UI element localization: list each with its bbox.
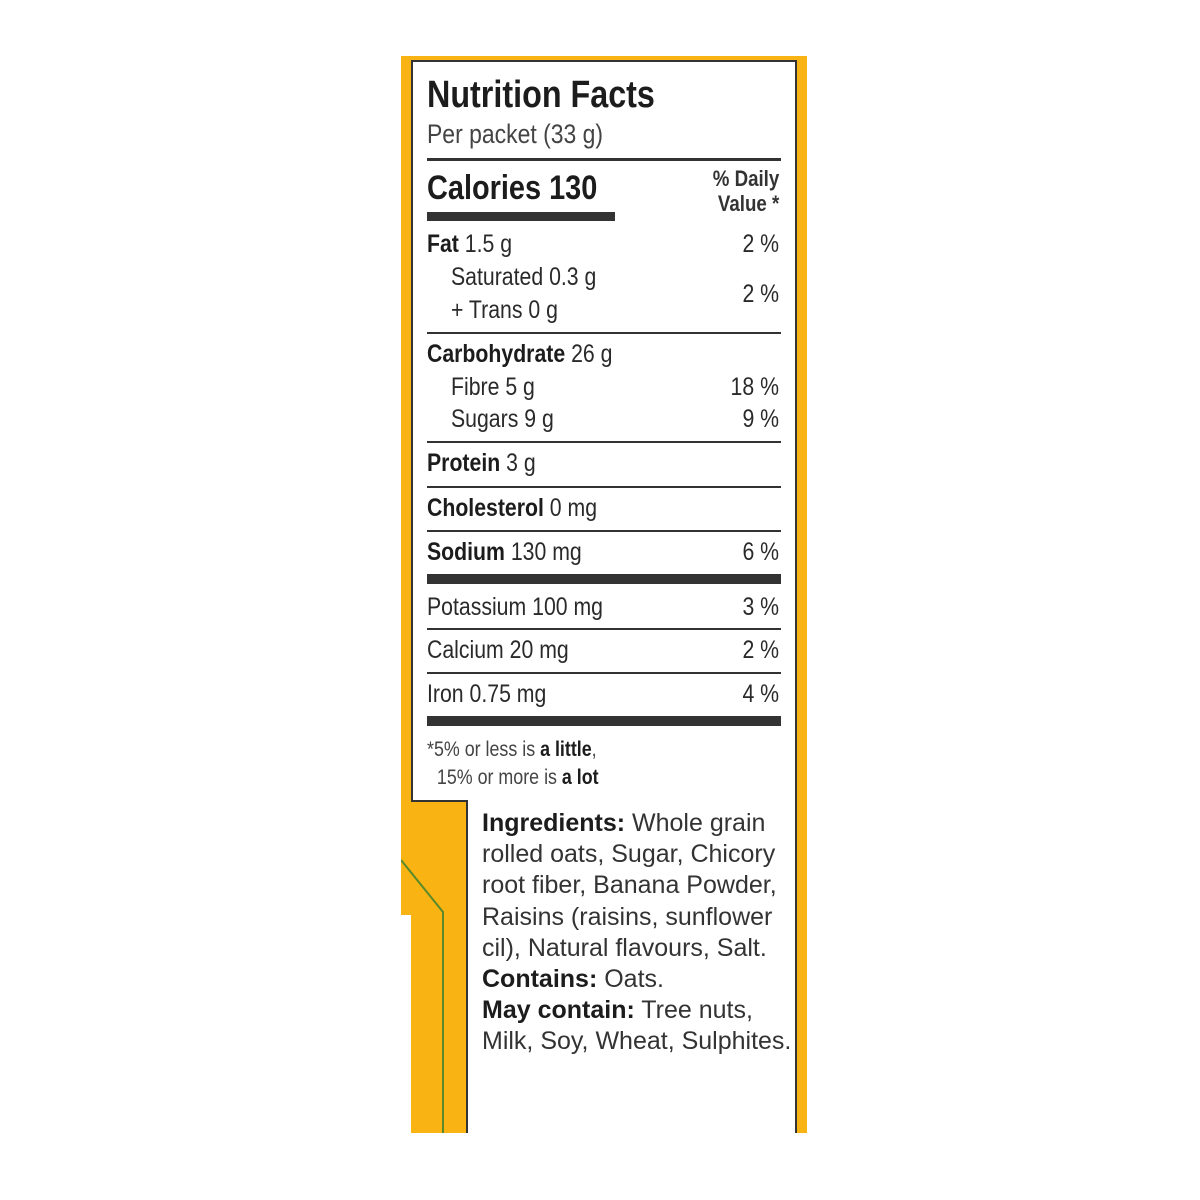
- row-saturated: Saturated 0.3 g: [451, 263, 597, 291]
- row-potassium: Potassium 100 mg: [427, 593, 604, 621]
- thick-divider: [427, 716, 781, 726]
- calories-bar: [427, 212, 615, 221]
- row-trans: + Trans 0 g: [451, 296, 558, 324]
- dv-fat: 2 %: [742, 230, 779, 258]
- row-fibre: Fibre 5 g: [451, 373, 535, 401]
- dv-sodium: 6 %: [742, 538, 779, 566]
- divider: [427, 332, 781, 334]
- divider: [427, 672, 781, 674]
- dv-fibre: 18 %: [730, 373, 779, 401]
- row-calcium: Calcium 20 mg: [427, 636, 569, 664]
- row-fat: Fat 1.5 g: [427, 230, 513, 258]
- row-sodium: Sodium 130 mg: [427, 538, 582, 566]
- dv-potassium: 3 %: [742, 593, 779, 621]
- daily-value-header: % Daily Value *: [712, 166, 779, 216]
- row-iron: Iron 0.75 mg: [427, 680, 547, 708]
- serving-size: Per packet (33 g): [427, 119, 604, 149]
- dv-calcium: 2 %: [742, 636, 779, 664]
- row-cholesterol: Cholesterol 0 mg: [427, 494, 598, 522]
- divider: [427, 441, 781, 443]
- divider: [427, 486, 781, 488]
- dv-iron: 4 %: [742, 680, 779, 708]
- dv-sugars: 9 %: [742, 405, 779, 433]
- footnote: *5% or less is a little, 15% or more is …: [427, 738, 599, 789]
- row-sugars: Sugars 9 g: [451, 405, 554, 433]
- row-protein: Protein 3 g: [427, 449, 536, 477]
- calories: Calories 130: [427, 169, 598, 207]
- divider: [427, 530, 781, 532]
- title: Nutrition Facts: [427, 74, 655, 116]
- divider: [427, 158, 781, 161]
- divider: [427, 628, 781, 630]
- package-decoration: [401, 859, 444, 1133]
- dv-saturated-trans: 2 %: [742, 280, 779, 308]
- nutrition-facts-panel: Nutrition Facts Per packet (33 g) Calori…: [411, 60, 797, 802]
- thick-divider: [427, 574, 781, 584]
- ingredients-text: Ingredients: Whole grain rolled oats, Su…: [482, 809, 792, 1056]
- row-carbohydrate: Carbohydrate 26 g: [427, 340, 613, 368]
- ingredients-panel: Ingredients: Whole grain rolled oats, Su…: [466, 800, 797, 1133]
